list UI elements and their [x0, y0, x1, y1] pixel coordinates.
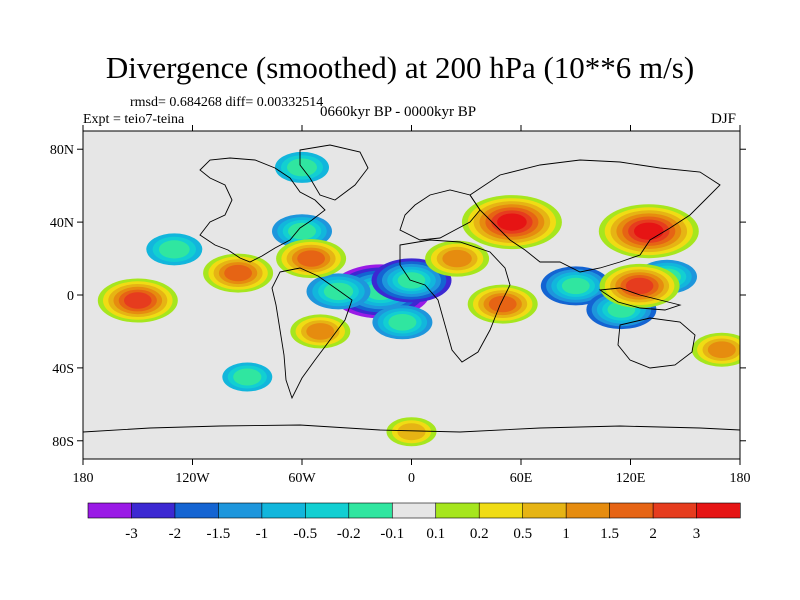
- colorbar-swatch-9: [478, 502, 524, 519]
- colorbar-label-12: 2: [649, 526, 657, 542]
- colorbar: -3 -2 -1.5 -1 -0.5 -0.2 -0.1 0.1 0.2 0.5 1 1.5 2 3: [87, 502, 741, 542]
- coastline-africa: [399, 239, 511, 363]
- colorbar-label-3: -1: [256, 526, 269, 542]
- colorbar-swatch-11: [565, 502, 611, 519]
- colorbar-label-4: -0.5: [293, 526, 317, 542]
- colorbar-swatch-10: [522, 502, 567, 519]
- y-tick-label-3: 40S: [52, 362, 74, 377]
- colorbar-swatch-8: [435, 502, 480, 519]
- colorbar-label-13: 3: [693, 526, 701, 542]
- x-tick-label-6: 180: [730, 471, 751, 486]
- anomaly-15-level-4: [488, 295, 517, 313]
- y-tick-label-0: 80N: [50, 143, 74, 158]
- colorbar-label-0: -3: [125, 526, 138, 542]
- colorbar-label-6: -0.1: [380, 526, 404, 542]
- anomaly-3-level-3: [388, 314, 417, 331]
- anomaly-5-level-2: [158, 240, 190, 259]
- period-label: 0660kyr BP - 0000kyr BP: [320, 104, 477, 120]
- colorbar-swatch-14: [696, 502, 741, 519]
- colorbar-swatch-12: [609, 502, 654, 519]
- x-tick-label-2: 60W: [288, 471, 316, 486]
- y-tick-label-1: 40N: [50, 216, 74, 231]
- chart-title: Divergence (smoothed) at 200 hPa (10**6 …: [105, 50, 695, 85]
- season-label: DJF: [711, 111, 737, 127]
- colorbar-label-10: 1: [562, 526, 570, 542]
- x-tick-label-0: 180: [73, 471, 94, 486]
- coastline-australia: [617, 317, 696, 369]
- anomaly-17-level-6: [634, 222, 664, 240]
- colorbar-label-7: 0.1: [426, 526, 445, 542]
- anomaly-11-level-5: [124, 292, 152, 309]
- colorbar-swatch-7: [391, 502, 437, 519]
- anomaly-4-level-3: [288, 222, 316, 240]
- x-tick-label-1: 120W: [175, 471, 210, 486]
- coastlines: [83, 144, 740, 433]
- y-tick-label-4: 80S: [52, 435, 74, 450]
- coastline-south-america: [271, 267, 353, 400]
- stats-text: rmsd= 0.684268 diff= 0.00332514: [130, 95, 324, 110]
- anomaly-21-level-2: [397, 423, 426, 441]
- colorbar-swatch-1: [131, 502, 176, 519]
- y-tick-label-2: 0: [67, 289, 74, 304]
- colorbar-label-2: -1.5: [207, 526, 231, 542]
- anomaly-13-level-4: [297, 250, 325, 267]
- colorbar-label-11: 1.5: [600, 526, 619, 542]
- anomaly-14-level-3: [442, 249, 472, 268]
- colorbar-label-5: -0.2: [337, 526, 361, 542]
- x-tick-label-3: 0: [408, 471, 415, 486]
- colorbar-swatch-4: [261, 502, 306, 519]
- x-tick-label-5: 120E: [616, 471, 646, 486]
- anomaly-7-level-4: [561, 277, 590, 295]
- coastline-indonesia: [598, 287, 682, 311]
- anomaly-10-level-2: [233, 368, 262, 386]
- map-axes: 180 120W 60W 0 60E 120E 180 80N 40N 0 40S 80S: [50, 125, 751, 486]
- colorbar-label-1: -2: [169, 526, 182, 542]
- x-tick-label-4: 60E: [510, 471, 533, 486]
- anomaly-12-level-4: [224, 264, 253, 282]
- colorbar-swatch-6: [348, 502, 393, 519]
- coastline-north-america: [199, 157, 326, 263]
- coastline-greenland: [299, 144, 369, 201]
- colorbar-swatch-13: [652, 502, 698, 519]
- colorbar-swatch-0: [87, 502, 133, 519]
- colorbar-swatch-5: [305, 502, 350, 519]
- colorbar-label-9: 0.5: [513, 526, 532, 542]
- anomaly-20-level-3: [306, 323, 335, 340]
- anomaly-19-level-3: [707, 341, 736, 359]
- colorbar-label-8: 0.2: [470, 526, 489, 542]
- coastline-asia: [469, 159, 721, 273]
- anomaly-18-level-5: [625, 277, 654, 295]
- coastline-antarctica: [83, 424, 740, 433]
- divergence-field: [97, 151, 740, 447]
- experiment-label: Expt = teio7-teina: [83, 112, 185, 127]
- colorbar-swatch-3: [218, 502, 263, 519]
- anomaly-16-level-6: [497, 213, 527, 231]
- colorbar-swatch-2: [174, 502, 219, 519]
